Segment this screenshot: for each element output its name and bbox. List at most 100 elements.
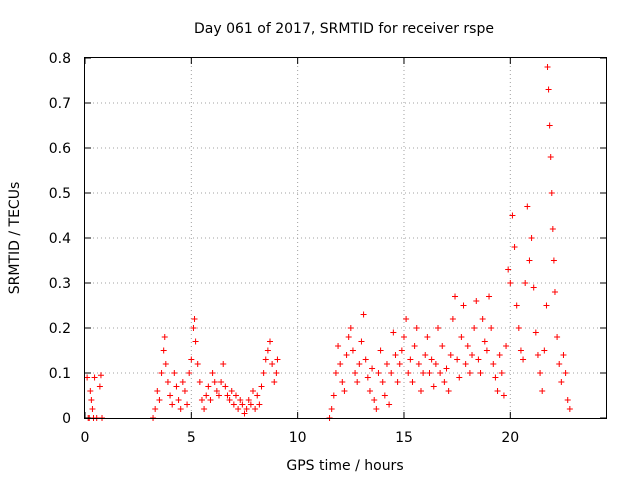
data-point	[179, 379, 186, 385]
data-point	[241, 410, 248, 417]
data-point	[544, 64, 551, 70]
x-axis-label: GPS time / hours	[286, 458, 403, 474]
x-tick-label: 10	[289, 430, 307, 446]
data-point	[479, 316, 486, 322]
data-point	[524, 203, 531, 210]
data-point	[556, 361, 563, 367]
data-point	[177, 406, 184, 412]
data-point	[473, 298, 480, 304]
data-point	[341, 388, 348, 394]
y-axis-label: SRMTID / TECUs	[7, 182, 23, 295]
data-point	[526, 257, 533, 264]
data-point	[175, 397, 182, 403]
data-point	[558, 379, 565, 385]
data-point	[84, 374, 91, 381]
data-point	[394, 379, 401, 385]
data-point	[164, 379, 171, 385]
data-point	[469, 352, 476, 358]
data-point	[88, 397, 95, 403]
data-point	[424, 334, 431, 340]
data-point	[254, 392, 261, 399]
y-tick-label: 0.5	[49, 186, 71, 202]
data-point	[218, 379, 225, 385]
data-point	[181, 388, 188, 394]
y-tick-label: 0.3	[49, 276, 71, 292]
data-point	[247, 401, 254, 408]
y-tick-label: 0.4	[49, 231, 71, 247]
data-point	[96, 383, 103, 390]
data-point	[366, 388, 373, 394]
data-point	[381, 392, 388, 399]
x-tick-label: 0	[81, 430, 90, 446]
data-point	[428, 356, 435, 363]
data-point	[328, 406, 335, 412]
data-point	[392, 352, 399, 358]
data-point	[405, 370, 412, 376]
data-point	[458, 334, 465, 340]
data-point	[426, 370, 433, 376]
data-point	[551, 289, 558, 295]
data-point	[167, 392, 174, 399]
data-point	[230, 401, 237, 408]
data-point	[188, 356, 195, 363]
data-point	[400, 334, 407, 340]
data-point	[441, 379, 448, 385]
data-point	[343, 352, 350, 358]
data-point	[191, 316, 198, 322]
y-tick-label: 0.1	[49, 366, 71, 382]
data-point	[373, 406, 380, 412]
data-point	[432, 361, 439, 367]
data-point	[201, 406, 208, 412]
data-point	[369, 365, 376, 372]
data-point	[252, 406, 259, 412]
data-point	[258, 383, 265, 390]
x-axis-ticks: 0 5 10 15 20	[81, 58, 519, 446]
data-point	[513, 302, 520, 309]
data-point	[339, 379, 346, 385]
data-point	[337, 361, 344, 367]
y-tick-label: 0	[62, 411, 71, 427]
data-point	[466, 370, 473, 376]
data-point	[417, 388, 424, 394]
data-point	[522, 280, 529, 286]
data-point	[507, 280, 514, 286]
data-point	[161, 334, 168, 340]
data-point	[449, 316, 456, 322]
data-point	[91, 374, 98, 381]
data-point	[162, 361, 169, 367]
data-point	[554, 334, 561, 340]
data-point	[345, 334, 352, 340]
data-point	[509, 212, 516, 219]
data-point	[407, 356, 414, 363]
data-point	[413, 325, 420, 331]
data-point	[500, 392, 507, 399]
data-point	[409, 379, 416, 385]
data-point	[439, 343, 446, 349]
data-point	[152, 406, 159, 412]
data-point	[490, 361, 497, 367]
data-point	[415, 361, 422, 367]
data-point	[237, 397, 244, 403]
data-point	[196, 379, 203, 385]
data-point	[435, 325, 442, 331]
data-point	[194, 361, 201, 367]
data-point	[498, 370, 505, 376]
data-point	[332, 370, 339, 376]
data-point	[271, 379, 278, 385]
data-point	[481, 338, 488, 345]
data-point	[356, 361, 363, 367]
data-point	[192, 338, 199, 345]
data-point	[256, 401, 263, 408]
data-point	[562, 370, 569, 376]
data-point	[222, 383, 229, 390]
data-point	[511, 244, 518, 250]
y-tick-label: 0.2	[49, 321, 71, 337]
data-point	[464, 343, 471, 349]
data-point	[443, 365, 450, 372]
data-point	[541, 347, 548, 354]
data-point	[483, 347, 490, 354]
data-point	[169, 401, 176, 408]
data-point	[475, 356, 482, 363]
data-point	[97, 372, 104, 379]
